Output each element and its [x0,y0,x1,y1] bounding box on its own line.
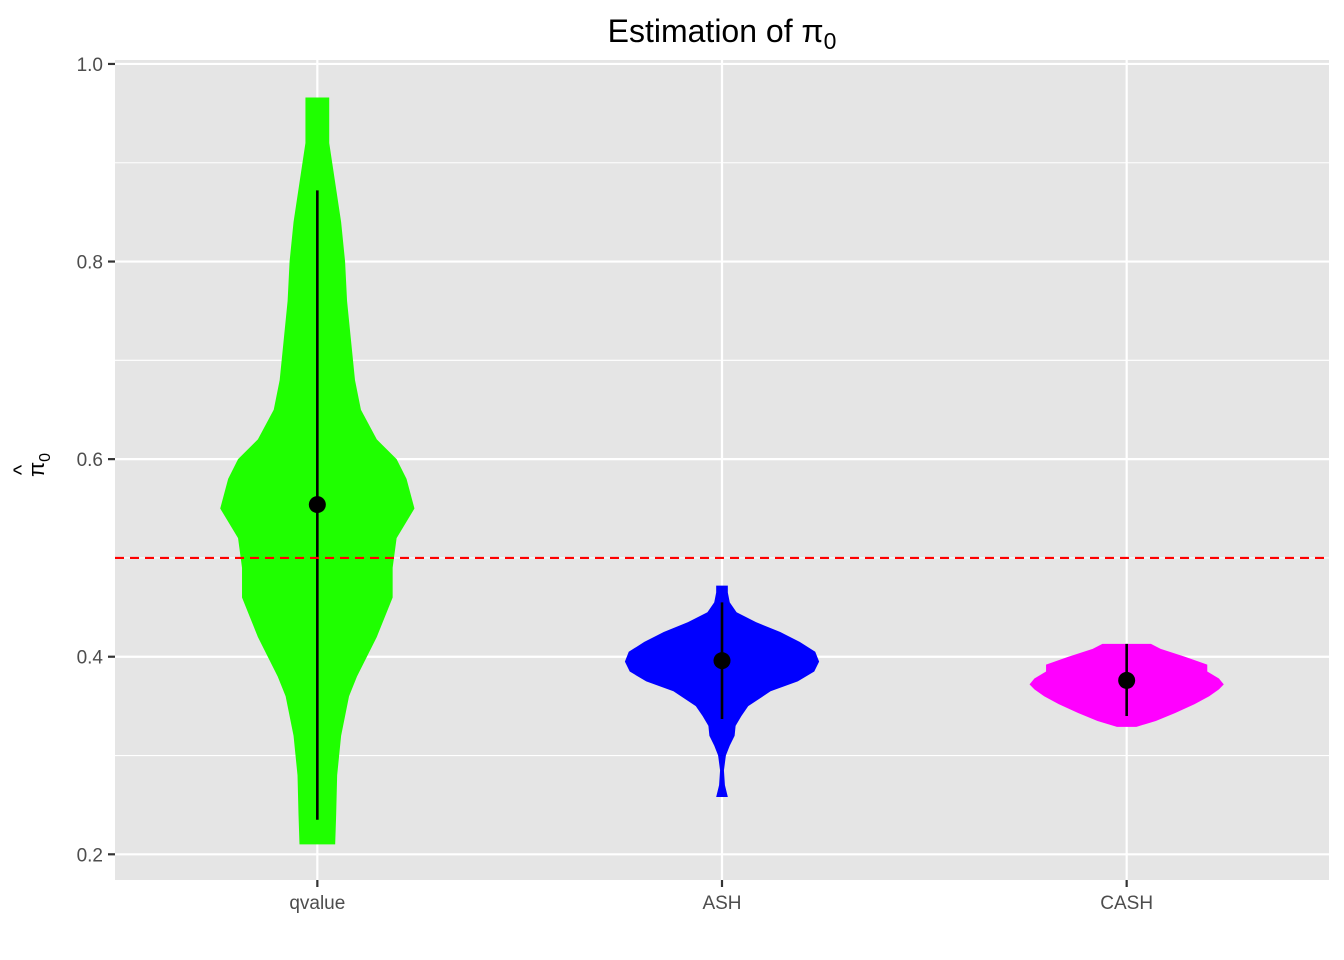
y-tick-label: 0.2 [77,845,103,866]
x-tick-label: ASH [702,893,741,914]
y-tick-label: 0.4 [77,648,104,669]
mean-point-qvalue [308,496,326,514]
axes: 0.2 0.4 0.6 0.8 1.0 qvalue ASH CASH [77,55,1153,914]
y-tick-label: 1.0 [77,55,103,76]
x-tick-label: CASH [1100,893,1153,914]
y-axis-title: π0 ^ [9,453,54,477]
y-tick-label: 0.8 [77,253,103,274]
mean-point-ASH [713,652,731,670]
violins [220,97,1224,845]
y-tick-label: 0.6 [77,450,103,471]
mean-point-CASH [1118,671,1136,689]
chart-title: Estimation of π0 [608,13,837,54]
svg-text:^: ^ [9,464,34,475]
svg-text:π0: π0 [24,453,54,477]
x-tick-label: qvalue [289,893,345,914]
